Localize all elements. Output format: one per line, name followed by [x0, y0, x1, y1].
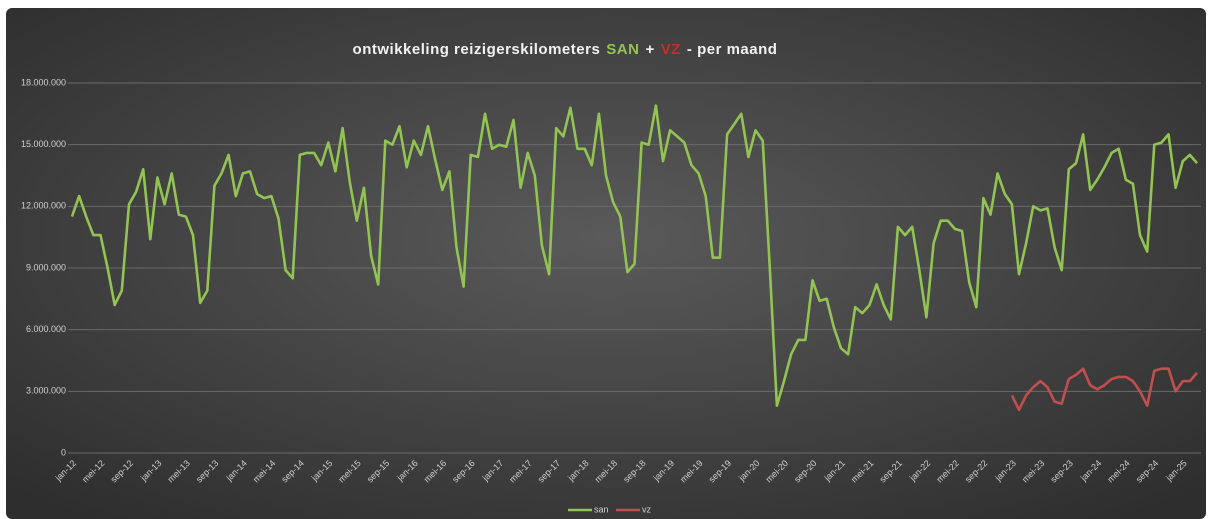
chart-title: ontwikkeling reizigerskilometers SAN + VZ - …	[353, 41, 778, 58]
y-tick-label: 6.000.000	[26, 324, 66, 334]
y-tick-label: 9.000.000	[26, 262, 66, 272]
legend-label: vz	[642, 504, 652, 514]
series-line	[70, 104, 1198, 407]
legend-label: san	[594, 504, 609, 514]
y-tick-label: 0	[61, 447, 66, 457]
y-tick-label: 18.000.000	[21, 77, 66, 87]
title-part: SAN	[606, 41, 639, 58]
y-tick-label: 12.000.000	[21, 201, 66, 211]
title-part: +	[645, 41, 654, 58]
title-part: VZ	[661, 41, 681, 58]
series-line	[1010, 367, 1198, 412]
chart-background	[6, 8, 1206, 519]
y-tick-label: 3.000.000	[26, 386, 66, 396]
title-part: ontwikkeling reizigerskilometers	[353, 41, 601, 58]
title-part: - per maand	[687, 41, 778, 58]
y-tick-label: 15.000.000	[21, 139, 66, 149]
